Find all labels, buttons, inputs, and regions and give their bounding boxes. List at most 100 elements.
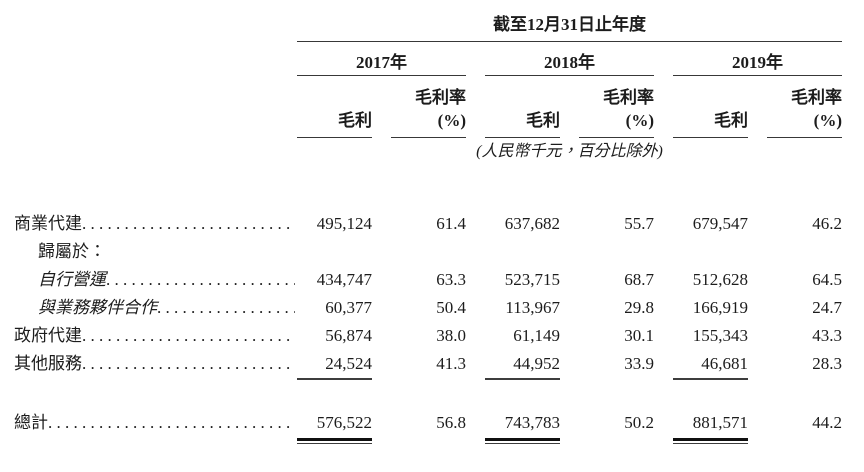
cell-value: 38.0 xyxy=(436,326,466,345)
double-rule: 576,522 xyxy=(297,410,372,444)
row-label-cell: 歸屬於： xyxy=(14,238,295,266)
dot-leader xyxy=(82,210,295,238)
total-row: 總計 576,522 56.8 743,783 50.2 881,571 44.2 xyxy=(14,410,864,444)
cell-value: 113,967 xyxy=(505,298,560,317)
cell-value: 61,149 xyxy=(513,326,560,345)
cell-value: 24,524 xyxy=(297,350,372,380)
table-row: 商業代建 495,124 61.4 637,682 55.7 679,547 46.2 xyxy=(14,210,864,238)
col-header-2019-gross-profit: 毛利 xyxy=(673,76,748,138)
row-label-cell: 其他服務 xyxy=(14,350,295,380)
table-row: 其他服務 24,524 41.3 44,952 33.9 46,681 28.3 xyxy=(14,350,864,380)
cell-value xyxy=(579,238,654,266)
total-label: 總計 xyxy=(14,413,48,432)
dot-leader xyxy=(82,350,295,378)
cell-value: 512,628 xyxy=(692,270,748,289)
percent-label: (%) xyxy=(625,111,654,130)
cell-value: 46,681 xyxy=(673,350,748,380)
cell-value xyxy=(297,238,372,266)
unit-note: (人民幣千元，百分比除外) xyxy=(476,143,663,160)
spacer-cell xyxy=(14,76,278,138)
total-value: 743,783 xyxy=(485,410,560,441)
row-label-cell: 商業代建 xyxy=(14,210,295,238)
total-cell-value: 881,571 xyxy=(673,410,748,444)
total-cell-value: 743,783 xyxy=(485,410,560,444)
dot-leader xyxy=(106,266,295,294)
col-header-2019-margin: 毛利率 (%) xyxy=(767,76,842,138)
table-row: 政府代建 56,874 38.0 61,149 30.1 155,343 43.3 xyxy=(14,322,864,350)
cell-value: 30.1 xyxy=(624,326,654,345)
dot-leader xyxy=(82,322,295,350)
year-2017-header: 2017年 xyxy=(297,42,466,76)
cell-value: 29.8 xyxy=(624,298,654,317)
year-2018-header: 2018年 xyxy=(485,42,654,76)
dot-leader xyxy=(48,410,295,436)
spacer xyxy=(14,174,864,210)
cell-value xyxy=(673,238,748,266)
total-label-cell: 總計 xyxy=(14,410,295,444)
cell-value: 56,874 xyxy=(325,326,372,345)
margin-label: 毛利率 xyxy=(603,88,654,107)
year-header-row: 2017年 2018年 2019年 xyxy=(14,42,864,76)
percent-label: (%) xyxy=(437,111,466,130)
unit-note-row: (人民幣千元，百分比除外) xyxy=(14,138,864,174)
year-2019-header: 2019年 xyxy=(673,42,842,76)
cell-value: 63.3 xyxy=(436,270,466,289)
gross-profit-label: 毛利 xyxy=(714,111,748,130)
table-row: 歸屬於： xyxy=(14,238,864,266)
gross-profit-label: 毛利 xyxy=(338,111,372,130)
spacer xyxy=(14,378,864,410)
table-row: 自行營運 434,747 63.3 523,715 68.7 512,628 64.5 xyxy=(14,266,864,294)
row-label: 商業代建 xyxy=(14,214,82,233)
total-value: 881,571 xyxy=(673,410,748,441)
cell-value: 24.7 xyxy=(812,298,842,317)
cell-value: 155,343 xyxy=(692,326,748,345)
spacer-cell xyxy=(14,12,278,42)
col-header-2017-margin: 毛利率 (%) xyxy=(391,76,466,138)
cell-value: 43.3 xyxy=(812,326,842,345)
cell-value: 679,547 xyxy=(692,214,748,233)
double-rule: 881,571 xyxy=(673,410,748,444)
column-header-row: 毛利 毛利率 (%) 毛利 毛利率 (%) 毛利 毛利率 (%) xyxy=(14,76,864,138)
row-label: 政府代建 xyxy=(14,326,82,345)
row-label-cell: 自行營運 xyxy=(14,266,295,294)
row-label-cell: 政府代建 xyxy=(14,322,295,350)
table-body: 商業代建 495,124 61.4 637,682 55.7 679,547 46.2 歸屬於… xyxy=(14,210,864,380)
total-cell-value: 56.8 xyxy=(436,413,466,432)
row-label: 與業務夥伴合作 xyxy=(38,298,157,317)
cell-value: 55.7 xyxy=(624,214,654,233)
cell-value: 523,715 xyxy=(504,270,560,289)
cell-value: 61.4 xyxy=(436,214,466,233)
gross-profit-label: 毛利 xyxy=(526,111,560,130)
cell-value: 33.9 xyxy=(624,354,654,373)
cell-value xyxy=(391,238,466,266)
cell-value: 60,377 xyxy=(325,298,372,317)
spacer-cell xyxy=(14,42,278,76)
cell-value: 28.3 xyxy=(812,354,842,373)
dot-leader xyxy=(157,294,295,322)
col-header-2018-gross-profit: 毛利 xyxy=(485,76,560,138)
total-cell-value: 576,522 xyxy=(297,410,372,444)
cell-value: 41.3 xyxy=(436,354,466,373)
cell-value: 64.5 xyxy=(812,270,842,289)
col-header-2018-margin: 毛利率 (%) xyxy=(579,76,654,138)
cell-value: 495,124 xyxy=(316,214,372,233)
cell-value xyxy=(485,238,560,266)
cell-value: 637,682 xyxy=(504,214,560,233)
period-title: 截至12月31日止年度 xyxy=(297,12,842,42)
row-label-cell: 與業務夥伴合作 xyxy=(14,294,295,322)
margin-label: 毛利率 xyxy=(415,88,466,107)
row-label: 其他服務 xyxy=(14,354,82,373)
cell-value: 50.4 xyxy=(436,298,466,317)
col-header-2017-gross-profit: 毛利 xyxy=(297,76,372,138)
period-header-row: 截至12月31日止年度 xyxy=(14,12,864,42)
row-label: 歸屬於： xyxy=(38,242,106,261)
row-label: 自行營運 xyxy=(38,270,106,289)
total-cell-value: 44.2 xyxy=(812,413,842,432)
cell-value: 46.2 xyxy=(812,214,842,233)
cell-value: 166,919 xyxy=(692,298,748,317)
cell-value: 434,747 xyxy=(316,270,372,289)
percent-label: (%) xyxy=(813,111,842,130)
double-rule: 743,783 xyxy=(485,410,560,444)
cell-value: 44,952 xyxy=(485,350,560,380)
